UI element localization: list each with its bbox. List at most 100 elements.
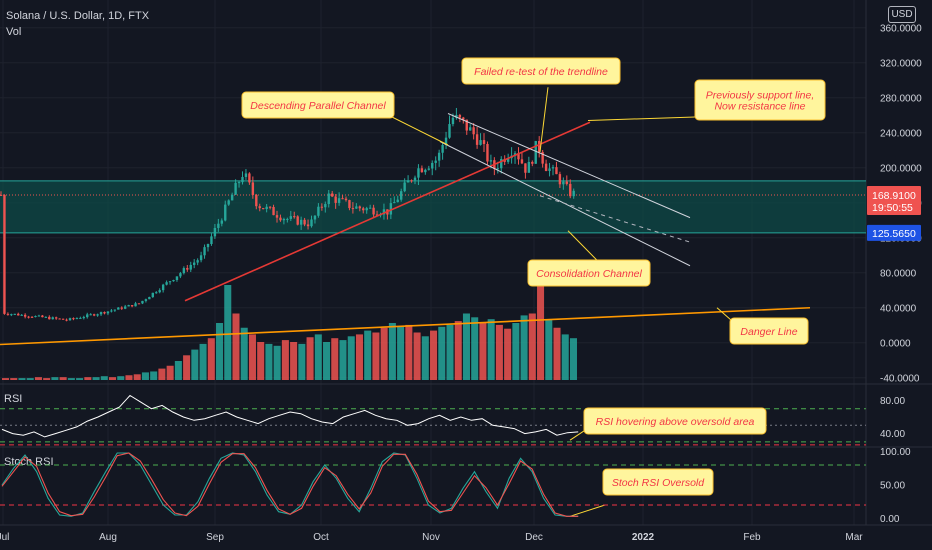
candle [234, 179, 237, 196]
candle [458, 113, 462, 123]
candle-body [527, 161, 531, 173]
candle [327, 189, 330, 208]
candle-body [341, 198, 344, 200]
candle [265, 204, 268, 213]
price-tick-label: 80.0000 [880, 268, 917, 279]
indicator-panes: RSI 80.00 40.00 Stoch RSI 100.00 50.00 0.00 [0, 393, 911, 525]
candle [6, 312, 10, 316]
support-resistance-callout-box [694, 79, 826, 121]
candle-body [348, 200, 351, 209]
candle [400, 188, 403, 202]
candle-body [437, 152, 441, 161]
candle-body [289, 216, 292, 219]
candle [355, 203, 358, 209]
candle-body [41, 315, 44, 318]
candle-body [541, 152, 544, 164]
volume-bar [298, 343, 306, 380]
candle [103, 311, 106, 315]
volume-bars [2, 285, 577, 380]
candle-body [161, 284, 165, 291]
candle [61, 318, 65, 320]
candle [482, 133, 486, 153]
candle [41, 314, 44, 318]
candle [113, 309, 117, 312]
candle [210, 233, 213, 246]
candle [520, 152, 524, 165]
candle [186, 265, 189, 272]
candle [251, 176, 255, 199]
candle [389, 197, 393, 220]
candle-body [48, 316, 51, 320]
candle [406, 175, 410, 183]
candle-body [113, 309, 117, 311]
candle [110, 308, 113, 313]
candle-body [306, 224, 310, 227]
candle-body [89, 314, 92, 316]
candle [148, 296, 151, 300]
volume-bar [67, 378, 75, 380]
candle [65, 318, 68, 322]
candle-body [220, 220, 223, 224]
candle-body [110, 310, 113, 312]
time-axis[interactable]: Jul Aug Sep Oct Nov Dec 2022 Feb Mar [0, 532, 863, 543]
candle-body [551, 167, 555, 169]
candle-body [175, 276, 179, 281]
callout-pointer [569, 504, 606, 517]
candle-body [434, 160, 437, 163]
volume-bar [216, 323, 224, 380]
candle-body [455, 114, 458, 118]
candle-body [368, 207, 372, 209]
candle-body [500, 158, 503, 169]
candle [293, 211, 296, 219]
candle-body [265, 206, 268, 210]
candle-body [82, 317, 85, 319]
candle [517, 147, 520, 165]
candle-body [441, 145, 444, 153]
candle-body [489, 160, 493, 162]
candle-body [148, 297, 151, 300]
candle-body [396, 199, 399, 203]
candle [368, 204, 372, 209]
candle [420, 165, 424, 173]
candle [365, 206, 368, 214]
candle [72, 317, 75, 321]
volume-bar [100, 376, 108, 380]
consolidation-callout: Consolidation Channel [527, 259, 651, 287]
time-tick-label: Dec [525, 532, 543, 543]
last-price-tag-bg [867, 185, 921, 215]
candle [510, 147, 513, 164]
currency-button[interactable]: USD [888, 6, 916, 23]
volume-bar [446, 324, 454, 380]
candle-body [486, 143, 489, 162]
volume-bar [339, 340, 347, 380]
candle [469, 124, 472, 131]
candle [289, 210, 292, 222]
candle [79, 316, 82, 319]
candle [82, 315, 85, 320]
candle [151, 292, 154, 298]
callout-pointer [539, 87, 549, 153]
candle-body [569, 183, 572, 197]
candle-body [337, 198, 341, 203]
stoch-callout-text: Stoch RSI Oversold [612, 477, 705, 489]
candle-body [400, 191, 403, 200]
candle-body [196, 260, 199, 263]
candle [220, 218, 223, 227]
candle [44, 316, 48, 318]
candle-body [137, 303, 141, 305]
candle [324, 201, 327, 213]
candle [262, 207, 265, 210]
volume-bar [34, 377, 42, 380]
candle [196, 258, 199, 266]
candle [431, 160, 434, 176]
price-tick-label: 240.0000 [880, 128, 922, 139]
candle [344, 196, 348, 202]
candle [500, 156, 503, 174]
candle-body [17, 313, 20, 316]
candle [37, 314, 41, 317]
candle-body [427, 168, 430, 170]
candle-body [120, 307, 123, 309]
price-axis[interactable]: 360.0000 320.0000 280.0000 240.0000 200.0000… [867, 23, 922, 384]
candle [496, 161, 499, 174]
